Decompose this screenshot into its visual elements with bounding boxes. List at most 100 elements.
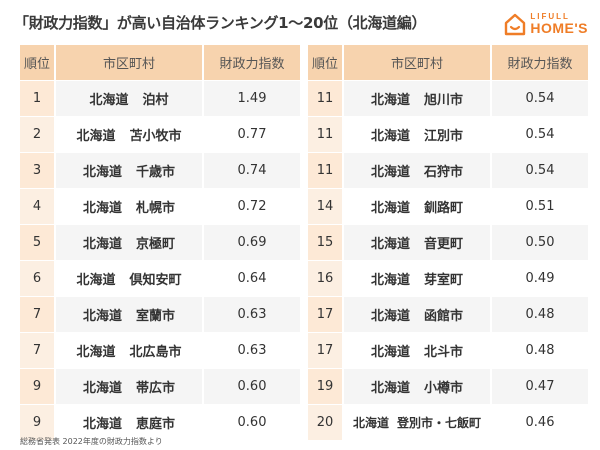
municipality-cell: 北海道 登別市・七飯町 (344, 404, 492, 440)
ranking-table-left: 順位 市区町村 財政力指数 1 北海道 泊村 1.49 2 北海道 苫小牧市 0.77 3 北海道… (20, 45, 300, 440)
prefecture-name: 北海道 (82, 417, 122, 432)
table-row: 7 北海道 北広島市 0.63 (20, 332, 300, 368)
municipality-cell: 北海道 恵庭市 (56, 404, 204, 440)
prefecture-name: 北海道 (89, 93, 129, 108)
index-cell: 0.48 (492, 296, 588, 332)
municipality-cell: 北海道 函館市 (344, 296, 492, 332)
rank-cell: 19 (308, 368, 344, 404)
table-row: 14 北海道 釧路町 0.51 (308, 188, 588, 224)
municipality-cell: 北海道 倶知安町 (56, 260, 204, 296)
rank-cell: 7 (20, 332, 56, 368)
index-cell: 0.49 (492, 260, 588, 296)
index-cell: 0.48 (492, 332, 588, 368)
city-name: 釧路町 (424, 201, 464, 216)
logo-line1: LIFULL (530, 12, 570, 21)
index-cell: 0.74 (204, 152, 300, 188)
ranking-table-right: 順位 市区町村 財政力指数 11 北海道 旭川市 0.54 11 北海道 江別市 0.54 11… (308, 45, 588, 440)
city-name: 京極町 (136, 237, 176, 252)
municipality-cell: 北海道 苫小牧市 (56, 116, 204, 152)
index-cell: 0.60 (204, 368, 300, 404)
municipality-cell: 北海道 札幌市 (56, 188, 204, 224)
header-rank: 順位 (308, 45, 344, 80)
index-cell: 1.49 (204, 80, 300, 116)
index-cell: 0.63 (204, 332, 300, 368)
house-icon (505, 13, 526, 36)
index-cell: 0.51 (492, 188, 588, 224)
header-municipality: 市区町村 (344, 45, 492, 80)
municipality-cell: 北海道 千歳市 (56, 152, 204, 188)
index-cell: 0.72 (204, 188, 300, 224)
rank-cell: 11 (308, 152, 344, 188)
table-row: 17 北海道 北斗市 0.48 (308, 332, 588, 368)
prefecture-name: 北海道 (370, 201, 410, 216)
city-name: 芽室町 (424, 273, 464, 288)
prefecture-name: 北海道 (82, 237, 122, 252)
table-row: 11 北海道 旭川市 0.54 (308, 80, 588, 116)
table-row: 7 北海道 室蘭市 0.63 (20, 296, 300, 332)
rank-cell: 9 (20, 404, 56, 440)
prefecture-name: 北海道 (370, 381, 410, 396)
table-row: 16 北海道 芽室町 0.49 (308, 260, 588, 296)
municipality-cell: 北海道 釧路町 (344, 188, 492, 224)
index-cell: 0.54 (492, 80, 588, 116)
index-cell: 0.50 (492, 224, 588, 260)
city-name: 函館市 (424, 309, 464, 324)
city-name: 札幌市 (136, 201, 176, 216)
prefecture-name: 北海道 (76, 273, 116, 288)
prefecture-name: 北海道 (76, 129, 116, 144)
rank-cell: 3 (20, 152, 56, 188)
rank-cell: 2 (20, 116, 56, 152)
header-index: 財政力指数 (204, 45, 300, 80)
rank-cell: 14 (308, 188, 344, 224)
prefecture-name: 北海道 (370, 165, 410, 180)
rank-cell: 6 (20, 260, 56, 296)
municipality-cell: 北海道 音更町 (344, 224, 492, 260)
logo-line2: HOME'S (530, 20, 588, 36)
municipality-cell: 北海道 室蘭市 (56, 296, 204, 332)
page-title: 「財政力指数」が高い自治体ランキング1～20位（北海道編） (14, 14, 427, 32)
index-cell: 0.60 (204, 404, 300, 440)
table-row: 1 北海道 泊村 1.49 (20, 80, 300, 116)
table-row: 6 北海道 倶知安町 0.64 (20, 260, 300, 296)
index-cell: 0.64 (204, 260, 300, 296)
prefecture-name: 北海道 (82, 309, 122, 324)
rank-cell: 9 (20, 368, 56, 404)
header-index: 財政力指数 (492, 45, 588, 80)
rank-cell: 20 (308, 404, 344, 440)
table-row: 9 北海道 恵庭市 0.60 (20, 404, 300, 440)
municipality-cell: 北海道 京極町 (56, 224, 204, 260)
table-row: 11 北海道 江別市 0.54 (308, 116, 588, 152)
rank-cell: 16 (308, 260, 344, 296)
municipality-cell: 北海道 北広島市 (56, 332, 204, 368)
city-name: 小樽市 (424, 381, 464, 396)
index-cell: 0.77 (204, 116, 300, 152)
rank-cell: 1 (20, 80, 56, 116)
municipality-cell: 北海道 石狩市 (344, 152, 492, 188)
city-name: 石狩市 (424, 165, 464, 180)
index-cell: 0.47 (492, 368, 588, 404)
rank-cell: 17 (308, 332, 344, 368)
municipality-cell: 北海道 小樽市 (344, 368, 492, 404)
table-row: 20 北海道 登別市・七飯町 0.46 (308, 404, 588, 440)
index-cell: 0.63 (204, 296, 300, 332)
municipality-cell: 北海道 旭川市 (344, 80, 492, 116)
prefecture-name: 北海道 (370, 237, 410, 252)
prefecture-name: 北海道 (82, 201, 122, 216)
city-name: 江別市 (424, 129, 464, 144)
rank-cell: 11 (308, 80, 344, 116)
city-name: 泊村 (142, 93, 169, 108)
table-row: 3 北海道 千歳市 0.74 (20, 152, 300, 188)
city-name: 苫小牧市 (129, 129, 182, 144)
table-row: 4 北海道 札幌市 0.72 (20, 188, 300, 224)
rank-cell: 17 (308, 296, 344, 332)
city-name: 登別市・七飯町 (397, 416, 482, 430)
prefecture-name: 北海道 (370, 345, 410, 360)
source-note: 総務省発表 2022年度の財政力指数より (20, 437, 163, 446)
city-name: 旭川市 (424, 93, 464, 108)
prefecture-name: 北海道 (76, 345, 116, 360)
rank-cell: 7 (20, 296, 56, 332)
rank-cell: 5 (20, 224, 56, 260)
prefecture-name: 北海道 (370, 129, 410, 144)
municipality-cell: 北海道 芽室町 (344, 260, 492, 296)
index-cell: 0.54 (492, 116, 588, 152)
